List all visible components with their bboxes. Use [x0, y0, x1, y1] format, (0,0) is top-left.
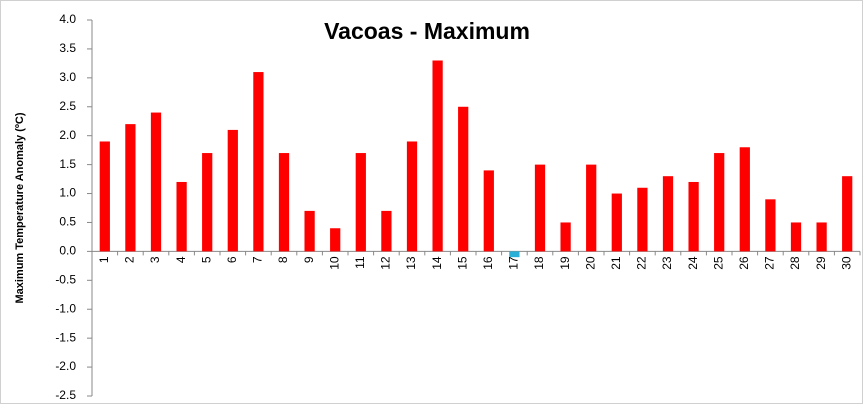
x-tick-label: 21: [609, 256, 623, 270]
x-tick-label: 9: [302, 256, 316, 263]
x-tick-label: 20: [583, 256, 597, 270]
x-tick-label: 10: [327, 256, 341, 270]
bar: [202, 153, 213, 252]
x-tick-label: 4: [174, 256, 188, 263]
y-tick-label: 3.0: [59, 70, 76, 84]
y-tick-label: 2.5: [59, 99, 76, 113]
bar: [355, 153, 366, 252]
bar: [99, 141, 110, 252]
x-tick-label: 13: [404, 256, 418, 270]
x-tick-label: 15: [455, 256, 469, 270]
bar: [842, 176, 853, 252]
x-tick-label: 19: [558, 256, 572, 270]
x-tick-label: 25: [711, 256, 725, 270]
bar: [176, 181, 187, 252]
x-tick-label: 28: [788, 256, 802, 270]
x-tick-label: 5: [199, 256, 213, 263]
bar: [688, 181, 699, 252]
x-tick-label: 8: [276, 256, 290, 263]
x-tick-label: 2: [123, 256, 137, 263]
bar: [739, 147, 750, 252]
y-tick-label: -2.0: [55, 359, 76, 373]
y-tick-label: 4.0: [59, 12, 76, 26]
bar: [637, 187, 648, 252]
y-tick-label: -0.5: [55, 272, 76, 286]
x-tick-label: 24: [686, 256, 700, 270]
x-tick-label: 14: [430, 256, 444, 270]
y-tick-label: -1.5: [55, 330, 76, 344]
bar: [432, 60, 443, 252]
bar: [560, 222, 571, 252]
chart-title: Vacoas - Maximum: [324, 18, 530, 44]
x-tick-label: 27: [763, 256, 777, 270]
x-tick-label: 26: [737, 256, 751, 270]
bar: [534, 164, 546, 252]
y-axis-label: Maximum Temperature Anomaly (ºC): [14, 112, 26, 303]
y-tick-label: 0.0: [59, 244, 76, 258]
x-tick-label: 3: [148, 256, 162, 263]
x-tick-label: 22: [635, 256, 649, 270]
bar: [330, 228, 341, 252]
bar: [150, 112, 162, 252]
x-tick-label: 7: [251, 256, 265, 263]
bar: [381, 210, 392, 252]
x-tick-label: 1: [97, 256, 111, 263]
y-tick-label: 1.5: [59, 157, 76, 171]
bar: [509, 251, 520, 258]
y-tick-label: 3.5: [59, 41, 76, 55]
bar: [406, 141, 418, 252]
bar: [662, 176, 674, 252]
y-tick-label: 1.0: [59, 186, 76, 200]
x-tick-label: 11: [353, 256, 367, 269]
bar: [125, 124, 136, 252]
bar: [483, 170, 494, 252]
bar: [458, 106, 469, 252]
y-tick-label: -1.0: [55, 301, 76, 315]
bar: [253, 72, 264, 252]
bar: [227, 129, 238, 252]
x-tick-label: 23: [660, 256, 674, 270]
bar: [304, 210, 315, 252]
x-tick-label: 30: [839, 256, 853, 270]
x-tick-label: 29: [814, 256, 828, 270]
bar: [816, 222, 827, 252]
bar: [278, 153, 290, 252]
x-tick-label: 16: [481, 256, 495, 270]
bar: [765, 199, 776, 252]
bar: [611, 193, 622, 252]
x-tick-label: 17: [507, 256, 521, 270]
bar: [714, 153, 725, 252]
x-tick-label: 6: [225, 256, 239, 263]
bar: [586, 164, 597, 252]
y-tick-label: 2.0: [59, 128, 76, 142]
bar: [790, 222, 802, 252]
x-tick-label: 12: [379, 256, 393, 270]
x-tick-label: 18: [532, 256, 546, 270]
y-tick-label: 0.5: [59, 215, 76, 229]
y-tick-label: -2.5: [55, 388, 76, 402]
